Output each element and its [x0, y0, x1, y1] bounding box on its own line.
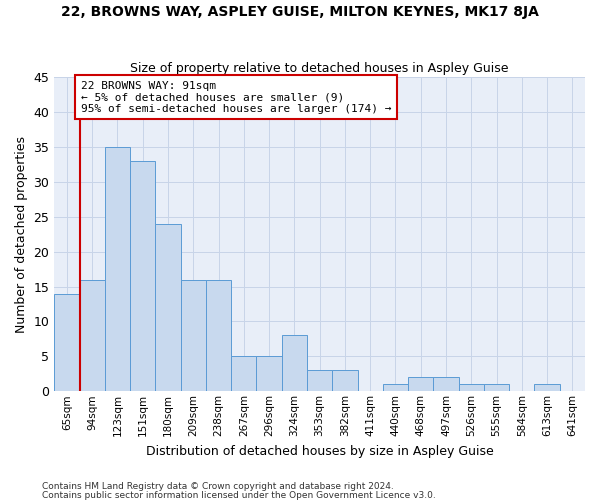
Bar: [105, 147, 130, 392]
Bar: [155, 224, 181, 392]
Bar: [307, 370, 332, 392]
Title: Size of property relative to detached houses in Aspley Guise: Size of property relative to detached ho…: [130, 62, 509, 74]
Text: Contains HM Land Registry data © Crown copyright and database right 2024.: Contains HM Land Registry data © Crown c…: [42, 482, 394, 491]
Bar: [332, 370, 358, 392]
Bar: [130, 161, 155, 392]
Bar: [231, 356, 256, 392]
Bar: [256, 356, 282, 392]
Bar: [535, 384, 560, 392]
Bar: [458, 384, 484, 392]
X-axis label: Distribution of detached houses by size in Aspley Guise: Distribution of detached houses by size …: [146, 444, 494, 458]
Bar: [54, 294, 80, 392]
Bar: [181, 280, 206, 392]
Bar: [80, 280, 105, 392]
Bar: [484, 384, 509, 392]
Text: 22, BROWNS WAY, ASPLEY GUISE, MILTON KEYNES, MK17 8JA: 22, BROWNS WAY, ASPLEY GUISE, MILTON KEY…: [61, 5, 539, 19]
Bar: [282, 336, 307, 392]
Text: Contains public sector information licensed under the Open Government Licence v3: Contains public sector information licen…: [42, 490, 436, 500]
Bar: [408, 378, 433, 392]
Y-axis label: Number of detached properties: Number of detached properties: [15, 136, 28, 332]
Bar: [383, 384, 408, 392]
Bar: [433, 378, 458, 392]
Text: 22 BROWNS WAY: 91sqm
← 5% of detached houses are smaller (9)
95% of semi-detache: 22 BROWNS WAY: 91sqm ← 5% of detached ho…: [81, 80, 391, 114]
Bar: [206, 280, 231, 392]
